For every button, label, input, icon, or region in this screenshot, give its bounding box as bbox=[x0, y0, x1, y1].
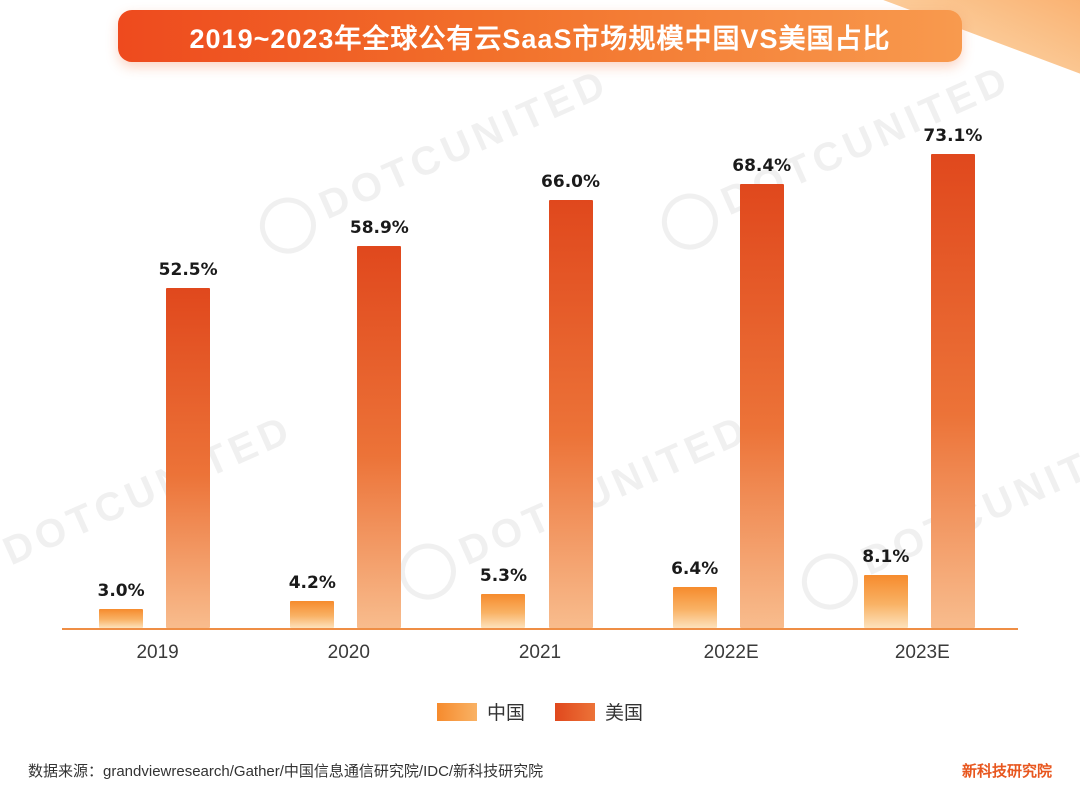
bar-美国 bbox=[166, 288, 211, 628]
bar-column: 8.1% bbox=[862, 547, 909, 628]
bar-value-label: 4.2% bbox=[288, 573, 336, 593]
bar-value-label: 73.1% bbox=[923, 126, 983, 146]
bar-中国 bbox=[99, 609, 144, 628]
bar-column: 52.5% bbox=[159, 260, 218, 628]
x-axis-label: 2023E bbox=[894, 642, 950, 663]
bar-中国 bbox=[290, 601, 335, 628]
plot-area: 3.0% 52.5% 4.2% 58.9% 5.3% 66.0% 6.4% 68.4% 8.1%… bbox=[62, 112, 1018, 630]
bar-column: 68.4% bbox=[732, 156, 791, 628]
legend-swatch bbox=[436, 702, 477, 721]
title-banner: 2019~2023年全球公有云SaaS市场规模中国VS美国占比 bbox=[118, 10, 962, 62]
bar-group: 5.3% 66.0% bbox=[455, 172, 625, 628]
legend-swatch bbox=[555, 702, 595, 721]
bar-column: 66.0% bbox=[541, 172, 600, 628]
bar-group: 3.0% 52.5% bbox=[73, 260, 243, 628]
x-axis-label: 2019 bbox=[136, 642, 179, 663]
bar-column: 58.9% bbox=[350, 218, 409, 628]
bar-group: 6.4% 68.4% bbox=[646, 156, 816, 628]
page-title: 2019~2023年全球公有云SaaS市场规模中国VS美国占比 bbox=[189, 23, 891, 54]
bar-group: 4.2% 58.9% bbox=[264, 218, 434, 628]
bar-value-label: 58.9% bbox=[349, 218, 409, 238]
brand-label: 新科技研究院 bbox=[961, 763, 1052, 780]
bar-中国 bbox=[481, 594, 526, 628]
x-axis-label: 2022E bbox=[703, 642, 759, 663]
bar-value-label: 52.5% bbox=[158, 260, 218, 280]
bar-中国 bbox=[863, 575, 908, 628]
bar-中国 bbox=[672, 587, 717, 628]
bar-美国 bbox=[548, 200, 593, 628]
bar-group: 8.1% 73.1% bbox=[837, 126, 1007, 628]
chart-legend: 中国 美国 bbox=[0, 698, 1080, 725]
bar-column: 6.4% bbox=[671, 559, 718, 628]
bar-value-label: 3.0% bbox=[97, 581, 145, 601]
bar-column: 5.3% bbox=[480, 566, 527, 628]
bar-column: 73.1% bbox=[923, 126, 982, 628]
bar-美国 bbox=[739, 184, 784, 628]
x-axis-label: 2020 bbox=[327, 642, 370, 663]
data-source-note: 数据来源：grandviewresearch/Gather/中国信息通信研究院/… bbox=[28, 763, 544, 780]
bar-column: 3.0% bbox=[98, 581, 145, 628]
legend-label: 美国 bbox=[605, 703, 644, 724]
bar-column: 4.2% bbox=[289, 573, 336, 628]
bar-value-label: 6.4% bbox=[671, 559, 719, 579]
x-axis-labels: 2019 2020 2021 2022E 2023E bbox=[62, 642, 1018, 664]
x-axis-label: 2021 bbox=[518, 642, 562, 663]
bar-value-label: 68.4% bbox=[732, 156, 792, 176]
bar-美国 bbox=[930, 154, 975, 628]
bar-value-label: 5.3% bbox=[479, 566, 528, 586]
legend-label: 中国 bbox=[486, 703, 525, 724]
bar-美国 bbox=[357, 246, 402, 628]
bar-value-label: 66.0% bbox=[541, 172, 601, 192]
legend-item-美国: 美国 bbox=[555, 698, 643, 725]
legend-item-中国: 中国 bbox=[436, 698, 525, 725]
bar-value-label: 8.1% bbox=[862, 547, 910, 567]
